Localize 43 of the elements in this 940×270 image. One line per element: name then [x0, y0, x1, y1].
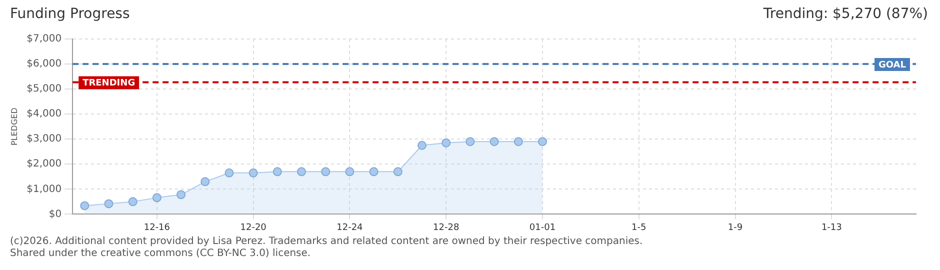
y-tick-label: $2,000: [26, 158, 62, 170]
point: [248, 168, 258, 178]
y-tick-label: $7,000: [26, 34, 62, 45]
point: [442, 138, 451, 148]
y-tick-label: $0: [48, 208, 62, 220]
y-tick-label: $1,000: [26, 184, 62, 195]
ref-line-label: GOAL: [878, 60, 906, 70]
x-tick-label: 1-13: [821, 222, 842, 233]
point: [369, 167, 378, 176]
y-tick-label: $4,000: [26, 108, 62, 120]
text: Shared under the creative commons (CC BY-NC 3.0) license.: [10, 248, 312, 260]
y-tick-label: $6,000: [26, 58, 62, 70]
y-tick-label: $5,000: [26, 84, 62, 95]
point: [128, 197, 138, 206]
x-tick-label: 1-9: [728, 222, 743, 233]
x-tick-label: 1-5: [632, 222, 646, 233]
point: [321, 167, 330, 176]
x-tick-label: 12-16: [144, 222, 170, 233]
x-tick-label: 12-20: [240, 222, 267, 233]
point: [538, 137, 547, 146]
point: [224, 168, 234, 178]
point: [176, 190, 186, 200]
point: [104, 199, 114, 208]
point: [345, 167, 354, 176]
point: [418, 140, 427, 150]
x-tick-label: 01-01: [529, 222, 556, 233]
point: [200, 177, 210, 186]
y-tick-label: $3,000: [26, 134, 62, 145]
point: [393, 167, 402, 176]
point: [272, 167, 282, 176]
point: [297, 167, 306, 176]
point: [466, 137, 475, 146]
point: [514, 137, 523, 146]
y-axis-title: PLEDGED: [10, 108, 19, 146]
text: (c)2026. Additional content provided by Lisa Perez. Trademarks and related content are owned by their respective companies.: [10, 236, 644, 248]
point: [80, 201, 90, 210]
x-tick-label: 12-28: [433, 222, 460, 233]
chart-subtitle: Trending: $5,270 (87%): [763, 6, 928, 24]
ref-line-label: TRENDING: [82, 78, 136, 89]
point: [490, 137, 499, 146]
x-tick-label: 12-24: [336, 222, 364, 233]
chart-title: Funding Progress: [10, 6, 130, 24]
point: [152, 193, 162, 202]
